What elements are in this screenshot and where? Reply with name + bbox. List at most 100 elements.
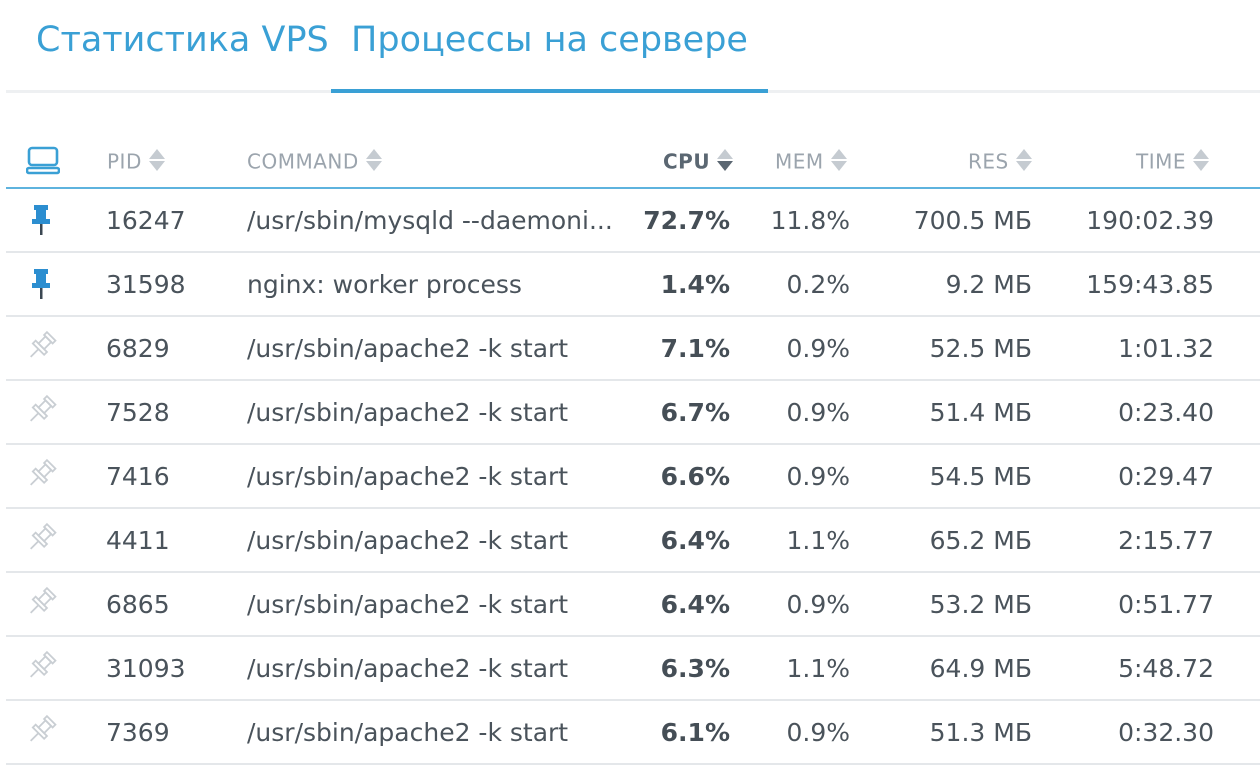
cell-mem: 0.9%: [786, 462, 850, 491]
table-row[interactable]: 31093/usr/sbin/apache2 -k start 6.3% 1.1% 6…: [6, 637, 1260, 701]
pin-outline-icon[interactable]: [22, 329, 62, 369]
process-table: PID COMMAND CPU MEM RES TIME 16247/usr/s: [6, 127, 1260, 765]
column-res-header[interactable]: RES: [968, 127, 1032, 187]
cell-time: 0:23.40: [1118, 398, 1214, 427]
cell-pid: 16247: [106, 206, 186, 235]
table-row[interactable]: 7528/usr/sbin/apache2 -k start 6.7% 0.9% 51…: [6, 381, 1260, 445]
cell-time: 190:02.39: [1086, 206, 1214, 235]
tab-bar: Статистика VPS Процессы на сервере: [6, 0, 1260, 93]
pin-cell: [22, 637, 62, 699]
tab-server-processes[interactable]: Процессы на сервере: [331, 0, 768, 93]
column-cpu-label: CPU: [663, 149, 711, 174]
pin-cell: [22, 381, 62, 443]
cell-res: 65.2 МБ: [929, 526, 1032, 555]
pin-outline-icon[interactable]: [22, 521, 62, 561]
cell-cpu: 6.6%: [660, 462, 730, 491]
sort-icon: [1193, 148, 1210, 172]
pin-cell: [22, 573, 62, 635]
cell-cpu: 6.3%: [660, 654, 730, 683]
column-time-label: TIME: [1136, 149, 1187, 174]
table-row[interactable]: 6865/usr/sbin/apache2 -k start 6.4% 0.9% 53…: [6, 573, 1260, 637]
cell-time: 5:48.72: [1118, 654, 1214, 683]
cell-res: 52.5 МБ: [929, 334, 1032, 363]
cell-res: 53.2 МБ: [929, 590, 1032, 619]
cell-res: 51.4 МБ: [929, 398, 1032, 427]
cell-time: 1:01.32: [1118, 334, 1214, 363]
column-res-label: RES: [968, 149, 1009, 174]
cell-res: 64.9 МБ: [929, 654, 1032, 683]
column-pid-header[interactable]: PID: [107, 127, 165, 187]
cell-pid: 7369: [106, 718, 170, 747]
cell-time: 0:51.77: [1118, 590, 1214, 619]
pin-filled-icon[interactable]: [22, 201, 62, 241]
cell-command: /usr/sbin/apache2 -k start: [247, 718, 569, 747]
sort-icon: [1015, 148, 1032, 172]
table-row[interactable]: 7369/usr/sbin/apache2 -k start 6.1% 0.9% 51…: [6, 701, 1260, 765]
cell-command: /usr/sbin/mysqld --daemoni...: [247, 206, 613, 235]
table-body: 16247/usr/sbin/mysqld --daemoni... 72.7% 1…: [6, 189, 1260, 765]
pin-outline-icon[interactable]: [22, 585, 62, 625]
cell-pid: 31598: [106, 270, 186, 299]
cell-time: 2:15.77: [1118, 526, 1214, 555]
pin-outline-icon[interactable]: [22, 649, 62, 689]
pin-cell: [22, 701, 62, 763]
cell-pid: 31093: [106, 654, 186, 683]
table-header: PID COMMAND CPU MEM RES TIME: [6, 127, 1260, 189]
cell-res: 700.5 МБ: [913, 206, 1032, 235]
pin-outline-icon[interactable]: [22, 713, 62, 753]
column-time-header[interactable]: TIME: [1136, 127, 1210, 187]
pin-outline-icon[interactable]: [22, 457, 62, 497]
sort-icon: [365, 148, 382, 172]
cell-cpu: 6.1%: [660, 718, 730, 747]
cell-cpu: 6.7%: [660, 398, 730, 427]
cell-cpu: 6.4%: [660, 590, 730, 619]
cell-cpu: 7.1%: [660, 334, 730, 363]
tab-vps-stats[interactable]: Статистика VPS: [36, 20, 329, 60]
cell-pid: 6829: [106, 334, 170, 363]
cell-command: /usr/sbin/apache2 -k start: [247, 398, 569, 427]
cell-time: 0:32.30: [1118, 718, 1214, 747]
cell-cpu: 6.4%: [660, 526, 730, 555]
cell-mem: 0.9%: [786, 590, 850, 619]
table-row[interactable]: 6829/usr/sbin/apache2 -k start 7.1% 0.9% 52…: [6, 317, 1260, 381]
sort-icon: [830, 148, 847, 172]
cell-command: /usr/sbin/apache2 -k start: [247, 462, 569, 491]
cell-time: 159:43.85: [1086, 270, 1214, 299]
cell-command: nginx: worker process: [247, 270, 522, 299]
cell-res: 54.5 МБ: [929, 462, 1032, 491]
table-row[interactable]: 7416/usr/sbin/apache2 -k start 6.6% 0.9% 54…: [6, 445, 1260, 509]
pin-filled-icon[interactable]: [22, 265, 62, 305]
cell-mem: 0.9%: [786, 398, 850, 427]
cell-pid: 7528: [106, 398, 170, 427]
cell-time: 0:29.47: [1118, 462, 1214, 491]
table-row[interactable]: 31598 nginx: worker process 1.4% 0.2% 9.2 МБ…: [6, 253, 1260, 317]
cell-command: /usr/sbin/apache2 -k start: [247, 526, 569, 555]
sort-icon: [148, 148, 165, 172]
cell-pid: 6865: [106, 590, 170, 619]
column-pid-label: PID: [107, 149, 142, 174]
cell-cpu: 1.4%: [660, 270, 730, 299]
cell-cpu: 72.7%: [643, 206, 730, 235]
cell-res: 51.3 МБ: [929, 718, 1032, 747]
pin-cell: [22, 317, 62, 379]
cell-mem: 1.1%: [786, 654, 850, 683]
cell-pid: 4411: [106, 526, 170, 555]
cell-command: /usr/sbin/apache2 -k start: [247, 590, 569, 619]
cell-mem: 0.9%: [786, 334, 850, 363]
table-row[interactable]: 4411/usr/sbin/apache2 -k start 6.4% 1.1% 65…: [6, 509, 1260, 573]
column-command-label: COMMAND: [247, 149, 359, 174]
table-row[interactable]: 16247/usr/sbin/mysqld --daemoni... 72.7% 1…: [6, 189, 1260, 253]
column-mem-header[interactable]: MEM: [775, 127, 847, 187]
column-command-header[interactable]: COMMAND: [247, 127, 382, 187]
pin-outline-icon[interactable]: [22, 393, 62, 433]
cell-mem: 11.8%: [770, 206, 850, 235]
cell-command: /usr/sbin/apache2 -k start: [247, 334, 569, 363]
pin-cell: [22, 445, 62, 507]
cell-mem: 1.1%: [786, 526, 850, 555]
sort-desc-icon: [717, 148, 734, 172]
cell-mem: 0.2%: [786, 270, 850, 299]
column-mem-label: MEM: [775, 149, 824, 174]
cell-command: /usr/sbin/apache2 -k start: [247, 654, 569, 683]
column-cpu-header[interactable]: CPU: [663, 127, 734, 187]
